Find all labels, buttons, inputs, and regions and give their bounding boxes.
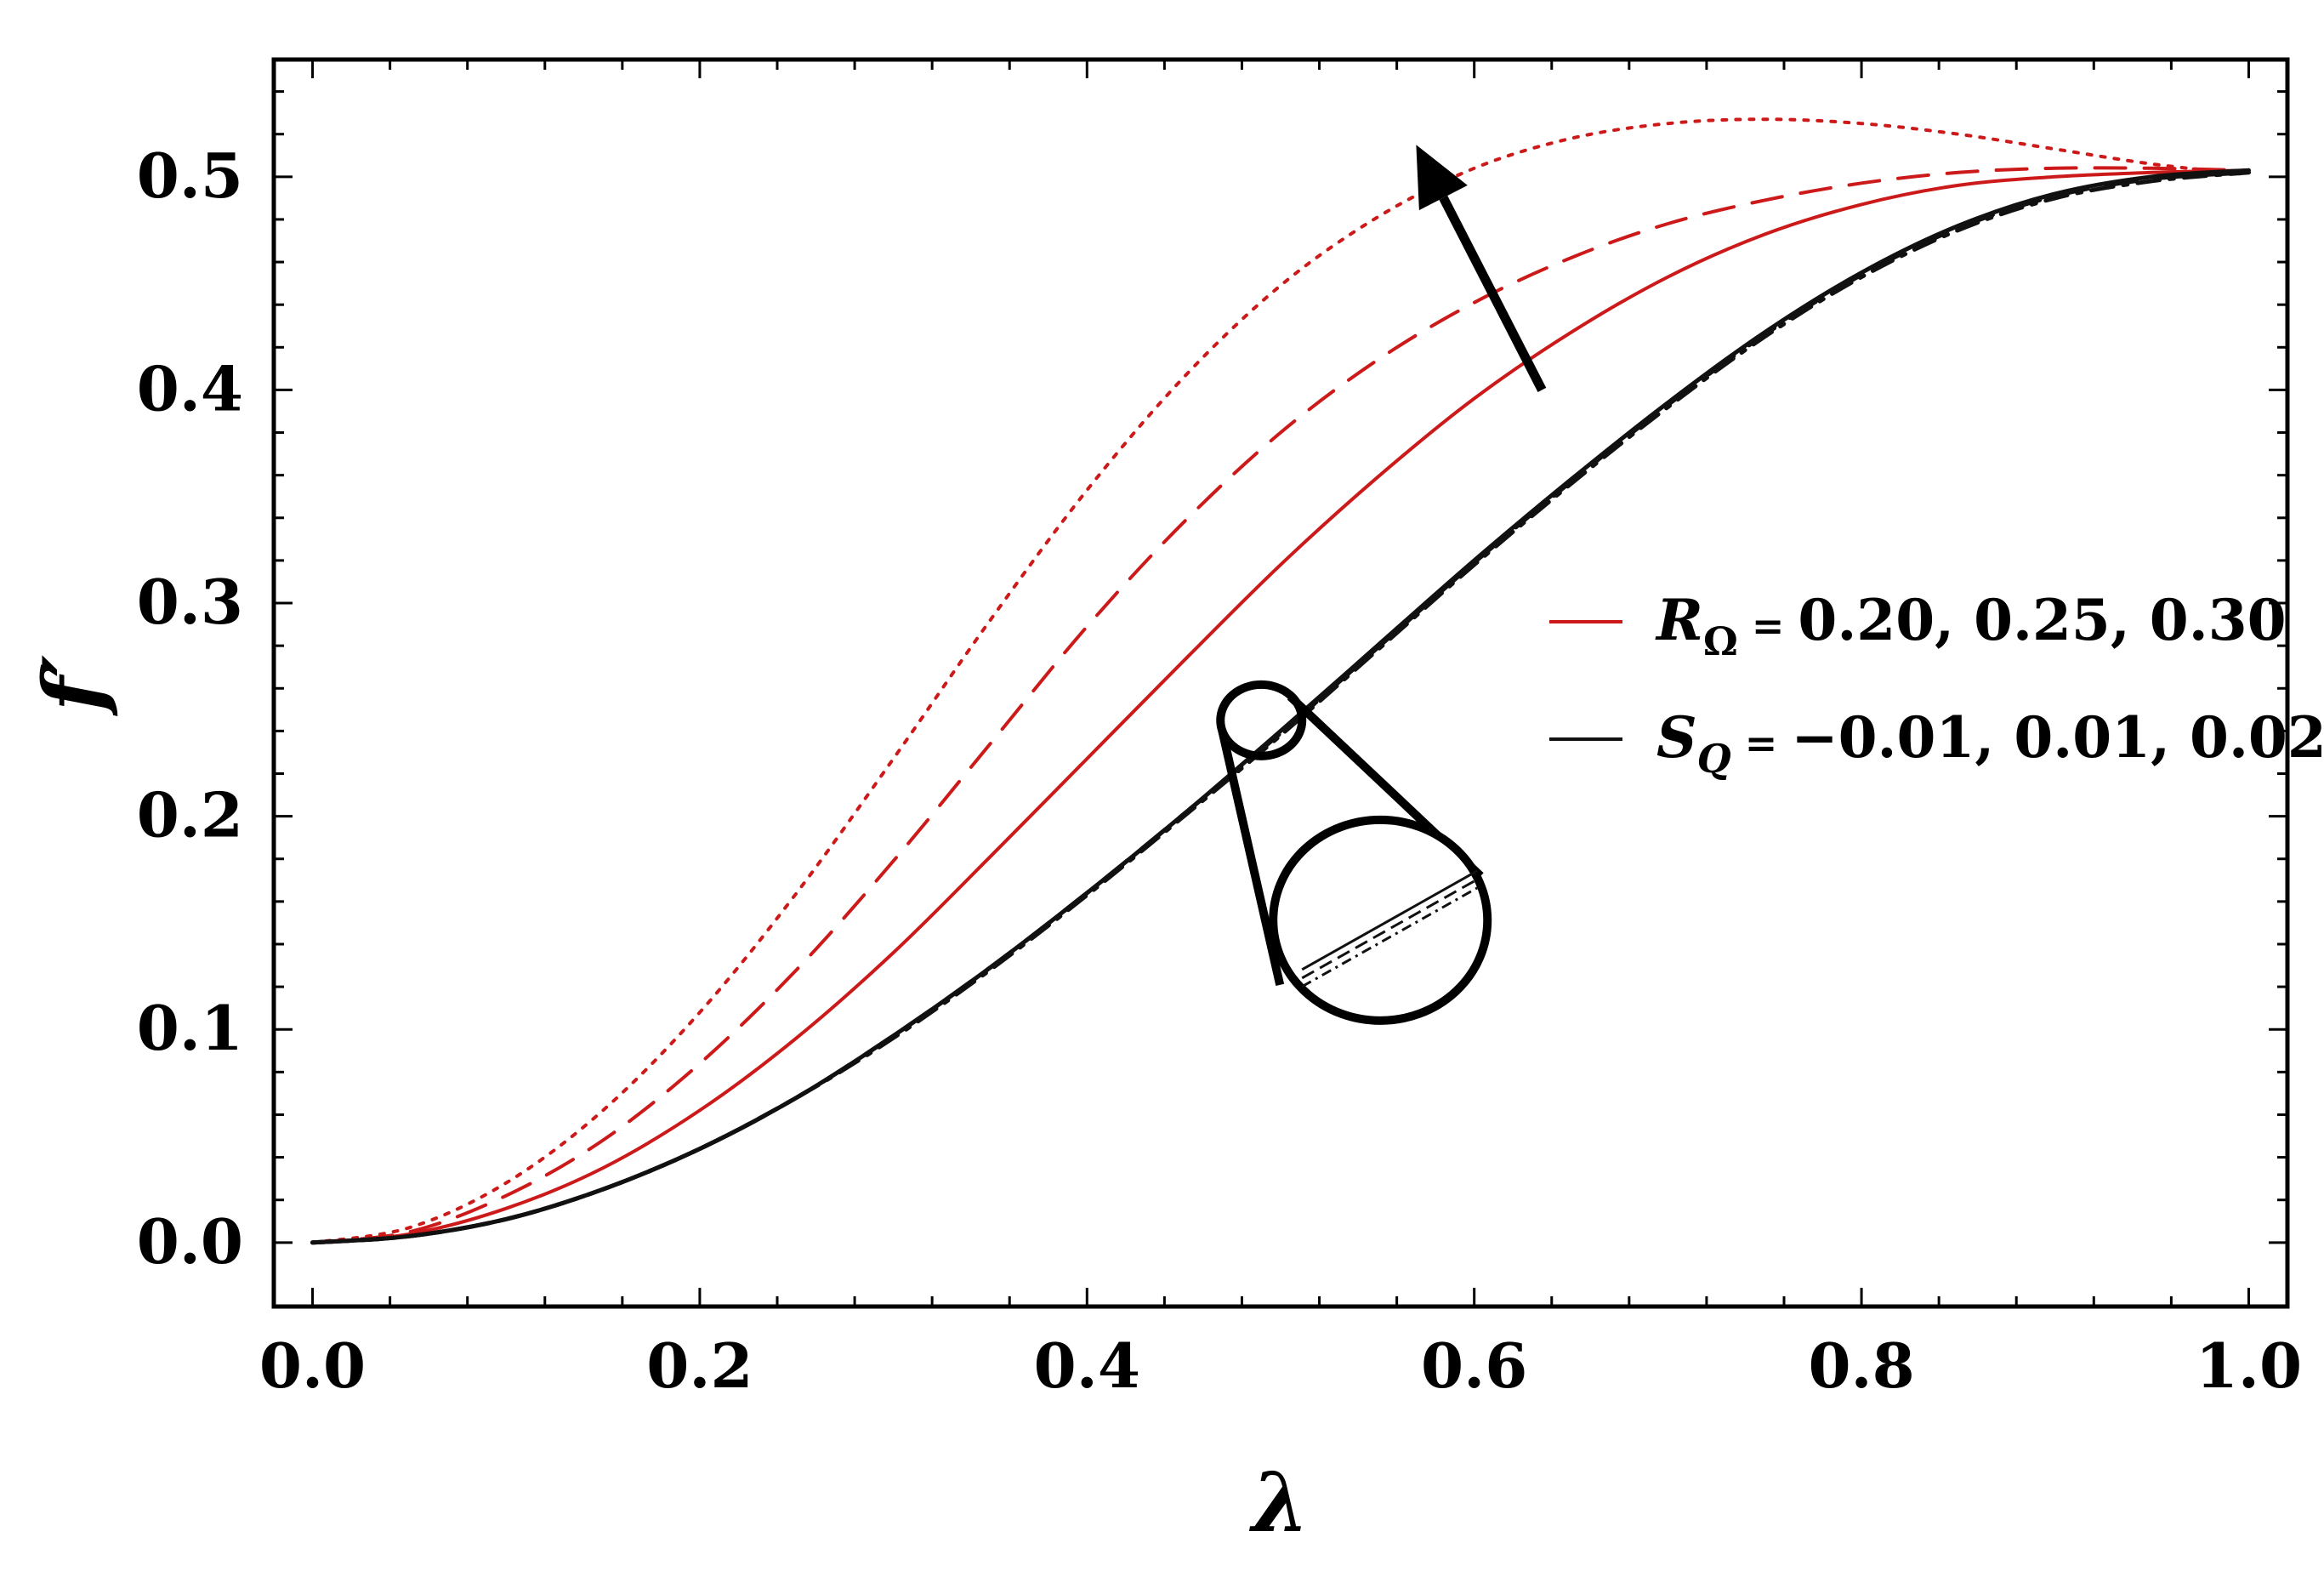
annotations	[1216, 145, 1547, 1025]
y-axis-label: f′	[26, 655, 122, 717]
series-line-1	[310, 168, 2251, 1244]
plot-frame	[271, 57, 2290, 1309]
legend-entry-s-q: SQ = −0.01, 0.01, 0.02	[1549, 704, 2324, 782]
legend-subscript-omega: Ω	[1703, 618, 1738, 664]
zoom-line-solid	[1301, 869, 1478, 971]
arrow-shaft	[1439, 195, 1547, 392]
series-line-2	[310, 166, 2251, 1244]
y-tick-label: 0.4	[137, 352, 243, 424]
y-tick-label: 0.3	[137, 566, 243, 638]
x-tick-label: 0.6	[1421, 1329, 1527, 1402]
zoom-line-dashed	[1301, 878, 1478, 980]
x-tick-label: 0.8	[1808, 1329, 1914, 1402]
series-layer	[310, 117, 2251, 1245]
legend-equals-r: =	[1738, 603, 1798, 649]
zoom-line-dashdot	[1301, 886, 1478, 988]
zoom-cone-left	[1218, 729, 1285, 986]
x-tick-label: 1.0	[2196, 1329, 2302, 1402]
y-tick-label: 0.2	[137, 779, 243, 851]
legend-subscript-q: Q	[1697, 736, 1731, 782]
y-tick-label: 0.0	[137, 1205, 243, 1278]
series-line-3	[310, 117, 2251, 1244]
arrow-head	[1416, 145, 1468, 211]
y-tick-label: 0.1	[137, 992, 243, 1064]
legend-symbol-s: S	[1656, 704, 1697, 771]
x-axis-label: λ	[1248, 1455, 1309, 1551]
legend-entry-r-omega: RΩ = 0.20, 0.25, 0.30	[1549, 587, 2287, 664]
legend-symbol-r: R	[1655, 587, 1703, 653]
legend-label-r-omega: RΩ = 0.20, 0.25, 0.30	[1655, 587, 2287, 664]
zoom-lens-circle	[1269, 815, 1492, 1025]
legend-values-r-omega: 0.20, 0.25, 0.30	[1798, 587, 2286, 653]
series-line-6	[310, 170, 2251, 1245]
x-tick-label: 0.4	[1034, 1329, 1140, 1402]
y-tick-label: 0.5	[137, 139, 243, 212]
legend-equals-s: =	[1731, 720, 1792, 766]
zoom-source-circle	[1216, 680, 1307, 760]
x-tick-label: 0.2	[646, 1329, 753, 1402]
x-tick-label: 0.0	[259, 1329, 366, 1402]
legend-values-s-q: −0.01, 0.01, 0.02	[1791, 704, 2324, 771]
legend-label-s-q: SQ = −0.01, 0.01, 0.02	[1656, 704, 2324, 782]
tick-labels: 0.0 0.2 0.4 0.6 0.8 1.0 0.0 0.1 0.2 0.3 0.4 0.5	[137, 139, 2302, 1402]
series-line-5	[310, 170, 2251, 1245]
legend: RΩ = 0.20, 0.25, 0.30 SQ = −0.01, 0.01, …	[1549, 587, 2324, 782]
